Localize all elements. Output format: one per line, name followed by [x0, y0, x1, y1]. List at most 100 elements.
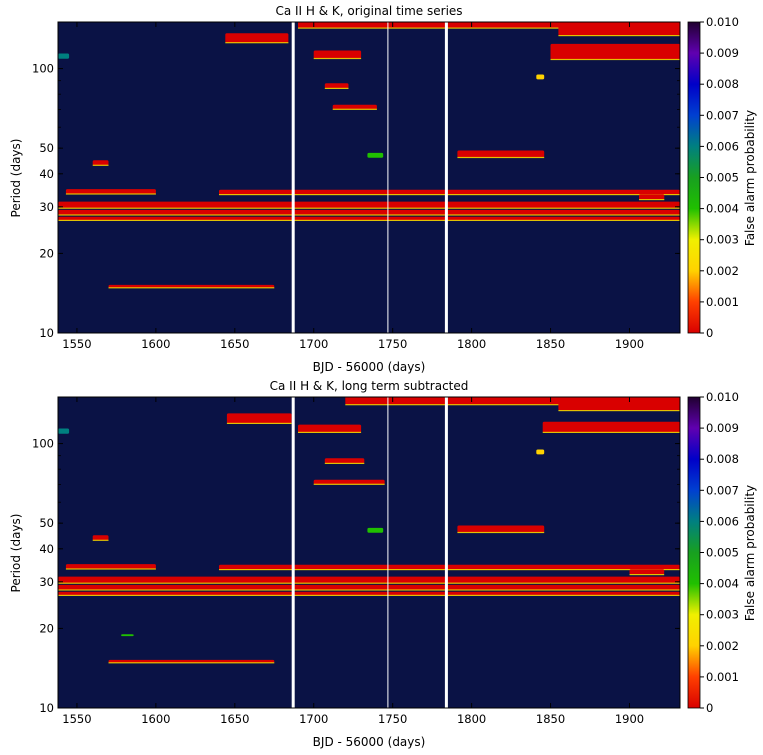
fap-region-edge [219, 194, 680, 196]
y-tick-label: 30 [39, 200, 54, 214]
fap-region [639, 194, 665, 200]
fap-region [58, 584, 680, 591]
colorbar-tick-label: 0.008 [706, 452, 739, 466]
fap-region-edge [65, 193, 156, 195]
y-tick-label: 50 [39, 141, 54, 155]
x-tick-label: 1800 [457, 337, 486, 351]
top-panel-y-ticks: 10 20 30 40 50 100 [32, 62, 680, 340]
colorbar-tick-label: 0.006 [706, 139, 739, 153]
fap-region [298, 424, 362, 433]
bottom-panel-y-ticks: 10 20 30 40 50 100 [32, 437, 680, 715]
fap-region-edge [58, 582, 680, 584]
bottom-panel-x-axis-label: BJD - 56000 (days) [313, 735, 426, 749]
colorbar-tick-label: 0.004 [706, 202, 739, 216]
fap-region-edge [313, 57, 362, 60]
colorbar-tick-label: 0.004 [706, 577, 739, 591]
x-tick-label: 1650 [220, 712, 249, 726]
fap-region-edge [558, 35, 680, 37]
bottom-panel-features [58, 397, 680, 664]
colorbar-tick-label: 0.002 [706, 639, 739, 653]
fap-region [65, 189, 156, 195]
x-tick-label: 1800 [457, 712, 486, 726]
colorbar-top: 0 0.001 0.002 0.003 0.004 0.005 0.006 0.007 0.00… [687, 15, 757, 340]
colorbar-tick-label: 0.003 [706, 608, 739, 622]
fap-region-edge [550, 58, 680, 61]
x-tick-label: 1750 [378, 712, 407, 726]
colorbar-top-label: False alarm probability [743, 110, 757, 246]
x-tick-label: 1600 [141, 337, 170, 351]
fap-region-edge [558, 410, 680, 412]
fap-region [225, 33, 289, 43]
colorbar-tick-label: 0 [706, 326, 713, 340]
colorbar-tick-label: 0.007 [706, 483, 739, 497]
x-tick-label: 1700 [299, 337, 328, 351]
fap-region [558, 402, 680, 411]
fap-region [542, 421, 680, 433]
data-gap [291, 397, 295, 708]
top-panel-features [58, 22, 680, 289]
y-tick-label: 50 [39, 516, 54, 530]
fap-region [58, 591, 680, 596]
y-tick-label: 100 [32, 62, 54, 76]
colorbar-tick-label: 0.003 [706, 233, 739, 247]
colorbar-bottom: 0 0.001 0.002 0.003 0.004 0.005 0.006 0.007 0.00… [687, 390, 757, 715]
data-gap [387, 397, 389, 708]
fap-region-edge [639, 199, 665, 201]
fap-region [58, 216, 680, 221]
data-gap [444, 397, 448, 708]
colorbar-tick-label: 0.001 [706, 670, 739, 684]
fap-region [457, 525, 545, 533]
colorbar-tick-label: 0.010 [706, 390, 739, 404]
y-tick-label: 40 [39, 542, 54, 556]
colorbar-top-ticks: 0 0.001 0.002 0.003 0.004 0.005 0.006 0.007 0.00… [700, 15, 739, 340]
colorbar-tick-label: 0.002 [706, 264, 739, 278]
fap-region-edge [92, 164, 109, 166]
fap-region [332, 104, 377, 110]
fap-region [219, 189, 680, 195]
fap-region [313, 479, 385, 485]
fap-region-edge [298, 27, 680, 29]
x-tick-label: 1850 [536, 712, 565, 726]
fap-region [367, 152, 384, 158]
colorbar-tick-label: 0.005 [706, 546, 739, 560]
x-tick-label: 1600 [141, 712, 170, 726]
fap-region-edge [345, 404, 680, 406]
colorbar-tick-label: 0.009 [706, 46, 739, 60]
fap-region-edge [324, 462, 365, 464]
fap-region-edge [219, 569, 680, 571]
y-tick-label: 20 [39, 621, 54, 635]
x-tick-label: 1650 [220, 337, 249, 351]
fap-region [457, 150, 545, 158]
colorbar-tick-label: 0.009 [706, 421, 739, 435]
colorbar-bottom-ticks: 0 0.001 0.002 0.003 0.004 0.005 0.006 0.007 0.00… [700, 390, 739, 715]
x-tick-label: 1700 [299, 712, 328, 726]
colorbar-tick-label: 0.005 [706, 171, 739, 185]
fap-region [65, 564, 156, 570]
colorbar-tick-label: 0.006 [706, 514, 739, 528]
x-tick-label: 1900 [615, 712, 644, 726]
x-tick-label: 1550 [62, 337, 91, 351]
colorbar-top-gradient [687, 21, 701, 334]
y-tick-label: 40 [39, 167, 54, 181]
bottom-panel-x-ticks: 1550 1600 1650 1700 1750 1800 1850 1900 [62, 397, 644, 726]
fap-region-edge [324, 87, 349, 89]
fap-region-edge [457, 531, 545, 534]
fap-region-edge [332, 108, 377, 110]
fap-region [367, 527, 384, 533]
fap-region-edge [108, 662, 275, 664]
colorbar-tick-label: 0.007 [706, 108, 739, 122]
fap-region [536, 74, 545, 80]
fap-region [58, 53, 70, 59]
top-panel-title: Ca II H & K, original time series [275, 4, 462, 18]
fap-region [324, 83, 349, 89]
colorbar-tick-label: 0 [706, 701, 713, 715]
fap-region-edge [92, 539, 109, 541]
bottom-panel-frame [57, 396, 681, 709]
fap-region-edge [629, 574, 665, 576]
x-tick-label: 1900 [615, 337, 644, 351]
colorbar-bottom-label: False alarm probability [743, 485, 757, 621]
y-tick-label: 10 [39, 701, 54, 715]
fap-region [92, 535, 109, 541]
